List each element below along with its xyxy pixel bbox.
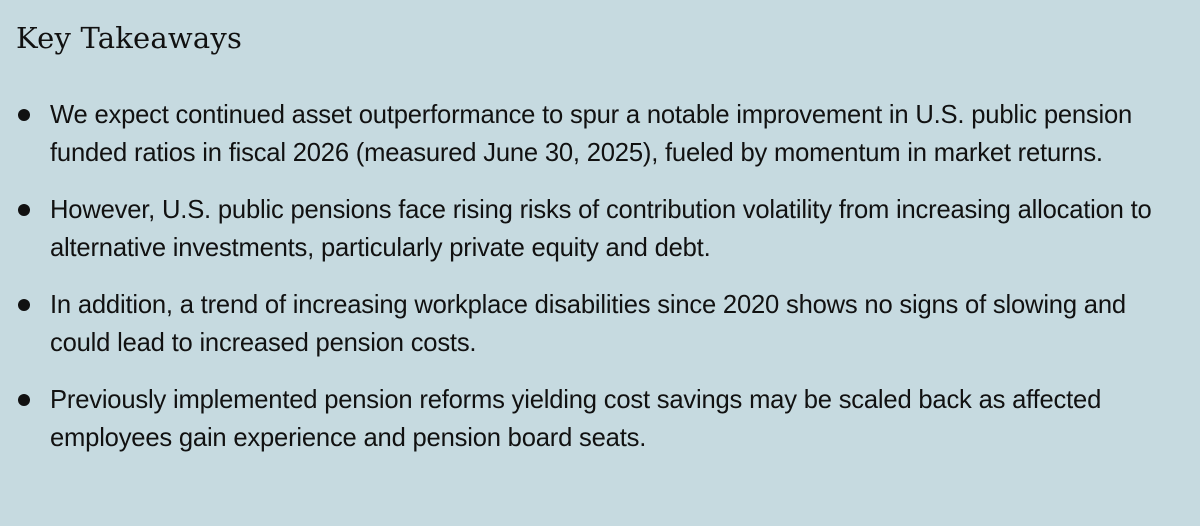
takeaways-list: We expect continued asset outperformance… — [16, 96, 1160, 457]
takeaway-text: Previously implemented pension reforms y… — [50, 386, 1102, 452]
takeaway-text: We expect continued asset outperformance… — [50, 101, 1133, 167]
takeaway-item: Previously implemented pension reforms y… — [16, 381, 1160, 457]
bullet-icon — [18, 299, 30, 311]
bullet-icon — [18, 204, 30, 216]
takeaway-item: In addition, a trend of increasing workp… — [16, 286, 1160, 362]
section-heading: Key Takeaways — [16, 21, 243, 55]
takeaway-item: However, U.S. public pensions face risin… — [16, 191, 1160, 267]
takeaway-item: We expect continued asset outperformance… — [16, 96, 1160, 172]
bullet-icon — [18, 394, 30, 406]
takeaway-text: In addition, a trend of increasing workp… — [50, 291, 1126, 357]
bullet-icon — [18, 109, 30, 121]
takeaway-text: However, U.S. public pensions face risin… — [50, 196, 1152, 262]
